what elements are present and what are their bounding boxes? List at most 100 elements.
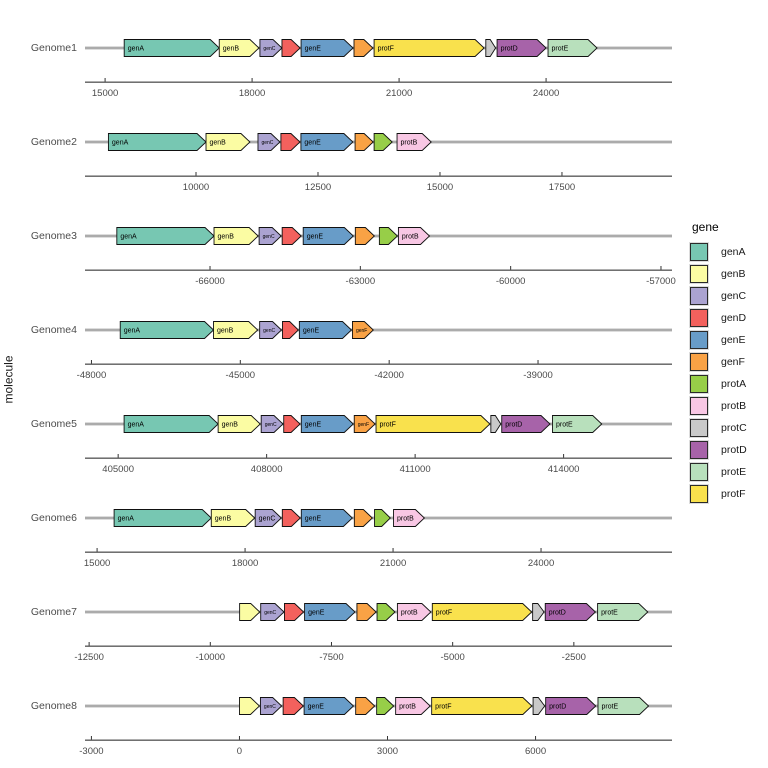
axis-tick [540, 548, 542, 552]
axis-tick [209, 642, 211, 646]
x-axis-Genome8: -3000 0 3000 6000 [79, 736, 672, 757]
axis-tick [251, 78, 253, 82]
gene-track-Genome7: genC genE protB protF protD protE [85, 603, 672, 621]
axis-tick [660, 266, 662, 270]
legend-item-genC: genC [690, 287, 747, 305]
gene-arrow-protE [597, 603, 649, 621]
gene-label-protB: protB [399, 704, 416, 711]
axis-tick [209, 266, 211, 270]
legend-key-genF [690, 353, 708, 371]
axis-tick-label: 15000 [427, 182, 453, 193]
gene-label-protF: protF [378, 46, 394, 53]
gene-label-protB: protB [401, 140, 418, 147]
legend-label-genC: genC [721, 290, 747, 302]
gene-label-genA: genA [128, 422, 145, 429]
gene-label-protE: protE [601, 704, 618, 711]
legend-key-genB [690, 265, 708, 283]
gene-arrow-genD [284, 603, 305, 621]
gene-arrow-protC [490, 415, 502, 433]
gene-arrow-genC [254, 509, 282, 527]
axis-line [85, 551, 672, 553]
gene-arrow-genE [302, 227, 354, 245]
x-axis-Genome4: -48000 -45000 -42000 -39000 [77, 360, 672, 381]
legend-item-genA: genA [690, 243, 747, 261]
gene-label-genE: genE [307, 234, 324, 241]
gene-arrow-genC [259, 39, 283, 57]
gene-arrow-genC [259, 321, 283, 339]
gene-arrow-protE [552, 415, 603, 433]
gene-arrow-genB [239, 697, 261, 715]
gene-label-protE: protE [552, 46, 569, 53]
axis-tick-label: -7500 [319, 652, 343, 663]
legend-item-protD: protD [690, 441, 747, 459]
gene-arrow-protB [395, 697, 431, 715]
gene-label-protB: protB [397, 516, 414, 523]
molecule-line [85, 234, 672, 238]
axis-tick [439, 172, 441, 176]
gene-label-genC: genC [265, 422, 277, 428]
gene-arrow-genF [353, 509, 373, 527]
axis-tick-label: 17500 [549, 182, 575, 193]
axis-line [85, 175, 672, 177]
legend-item-genE: genE [690, 331, 747, 349]
axis-tick-label: 21000 [380, 558, 406, 569]
gene-track-Genome5: genA genB genC genE genF protF protD protE [85, 415, 672, 433]
gene-track-Genome8: genC genE protB protF protD protE [85, 697, 672, 715]
molecule-label-Genome5: Genome5 [30, 418, 77, 430]
gene-label-genA: genA [118, 516, 135, 523]
axis-tick-label: 10000 [183, 182, 209, 193]
gene-label-genB: genB [217, 328, 234, 335]
axis-tick [96, 548, 98, 552]
gene-arrow-genE [298, 321, 353, 339]
legend-label-genD: genD [721, 312, 747, 324]
gene-arrow-genB [218, 39, 260, 57]
gene-arrow-genD [282, 697, 305, 715]
gene-label-protF: protF [435, 704, 451, 711]
legend-item-genB: genB [690, 265, 747, 283]
gene-label-protD: protD [501, 46, 518, 53]
gene-label-genC: genC [264, 704, 276, 710]
legend-label-genF: genF [721, 356, 745, 368]
gene-label-genB: genB [222, 422, 239, 429]
molecule-label-Genome1: Genome1 [30, 42, 77, 54]
axis-tick [398, 78, 400, 82]
gene-arrow-genC [260, 415, 284, 433]
gene-arrow-protE [597, 697, 650, 715]
gene-label-protF: protF [380, 422, 396, 429]
legend-key-genA [690, 243, 708, 261]
gene-label-genC: genC [263, 234, 275, 240]
axis-tick-label: -60000 [496, 276, 526, 287]
gene-label-genC: genC [263, 328, 275, 334]
gene-arrow-genF [351, 321, 374, 339]
gene-label-genB: genB [210, 140, 227, 147]
x-axis-Genome1: 15000 18000 21000 24000 [85, 78, 672, 99]
axis-tick-label: -57000 [646, 276, 676, 287]
legend-label-protA: protA [721, 378, 747, 390]
legend-key-protC [690, 419, 708, 437]
gene-arrow-genB [217, 415, 261, 433]
legend-key-genD [690, 309, 708, 327]
legend-key-protD [690, 441, 708, 459]
gene-track-Genome4: genA genB genC genE genF [85, 321, 672, 339]
gene-arrow-genD [281, 39, 301, 57]
gene-arrow-genC [259, 697, 283, 715]
gene-arrow-genD [283, 415, 301, 433]
gene-arrow-genB [205, 133, 251, 151]
legend-key-protB [690, 397, 708, 415]
gene-arrow-protB [397, 227, 431, 245]
gene-arrow-genB [213, 227, 259, 245]
axis-tick-label: -5000 [441, 652, 465, 663]
legend-key-genE [690, 331, 708, 349]
gene-arrow-protB [396, 603, 432, 621]
gene-arrow-protA [373, 133, 393, 151]
axis-tick-label: -66000 [195, 276, 225, 287]
axis-tick [573, 642, 575, 646]
legend-label-protD: protD [721, 444, 747, 456]
axis-tick-label: 3000 [377, 746, 398, 757]
gene-label-protE: protE [601, 610, 618, 617]
axis-tick [104, 78, 106, 82]
gene-arrow-genB [239, 603, 261, 621]
gene-arrow-genD [282, 321, 300, 339]
gene-arrow-protF [375, 415, 491, 433]
axis-line [85, 457, 672, 459]
